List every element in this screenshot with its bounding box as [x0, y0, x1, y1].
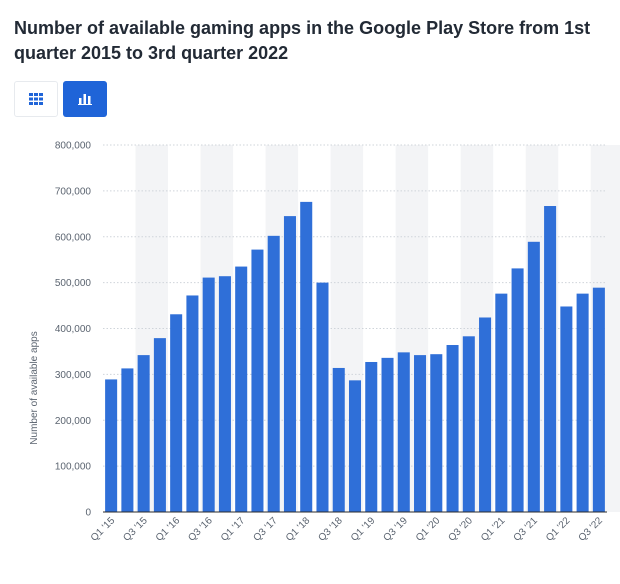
- bar[interactable]: [544, 206, 557, 513]
- chart-area: 0 100,000 200,000 300,000 400,000 500,000 600,…: [0, 130, 620, 579]
- bars: [105, 201, 605, 513]
- grid-icon: [29, 93, 43, 105]
- bar[interactable]: [462, 336, 475, 512]
- y-tick-label: 800,000: [55, 141, 92, 152]
- bar[interactable]: [495, 293, 508, 512]
- x-tick-label: Q1 '18: [284, 515, 313, 544]
- bar[interactable]: [511, 268, 524, 512]
- x-tick-label: Q3 '18: [316, 515, 345, 544]
- bar[interactable]: [446, 345, 459, 512]
- bar[interactable]: [348, 380, 362, 512]
- y-tick-label: 700,000: [55, 186, 92, 197]
- page-title: Number of available gaming apps in the G…: [14, 18, 591, 63]
- bar[interactable]: [251, 249, 264, 512]
- x-tick-label: Q1 '21: [479, 515, 508, 544]
- bar[interactable]: [316, 282, 329, 512]
- bar[interactable]: [218, 276, 231, 512]
- x-tick-label: Q1 '22: [544, 515, 573, 544]
- bar[interactable]: [414, 355, 427, 512]
- table-view-button[interactable]: [14, 81, 58, 117]
- bar[interactable]: [381, 357, 394, 512]
- bar[interactable]: [365, 361, 378, 512]
- y-tick-label: 400,000: [55, 324, 92, 335]
- bar-chart-icon: [78, 94, 92, 105]
- x-tick-label: Q3 '22: [577, 515, 606, 544]
- bar[interactable]: [527, 241, 540, 512]
- bar[interactable]: [332, 367, 345, 512]
- x-tick-label: Q3 '16: [186, 515, 215, 544]
- bar-chart: 0 100,000 200,000 300,000 400,000 500,000 600,…: [29, 141, 620, 544]
- bar[interactable]: [186, 295, 199, 512]
- x-axis: Q1 '15 Q3 '15 Q1 '16 Q3 '16 Q1 '17 Q3 '17 Q1 '…: [89, 511, 607, 544]
- bar[interactable]: [560, 306, 573, 512]
- x-tick-label: Q1 '17: [219, 515, 248, 544]
- bar[interactable]: [202, 277, 215, 512]
- bar[interactable]: [105, 379, 118, 512]
- bar[interactable]: [300, 201, 313, 512]
- x-tick-label: Q3 '15: [121, 515, 150, 544]
- bar[interactable]: [430, 354, 443, 512]
- bar[interactable]: [592, 287, 605, 512]
- y-axis-label: Number of available apps: [29, 331, 40, 444]
- x-tick-label: Q1 '20: [414, 515, 443, 544]
- y-axis: 0 100,000 200,000 300,000 400,000 500,000 600,…: [55, 141, 92, 519]
- x-tick-label: Q3 '20: [447, 515, 476, 544]
- bar[interactable]: [283, 216, 296, 512]
- bar[interactable]: [153, 338, 166, 512]
- y-tick-label: 300,000: [55, 370, 92, 381]
- bar[interactable]: [576, 293, 589, 512]
- bar[interactable]: [235, 266, 248, 512]
- x-tick-label: Q3 '21: [512, 515, 541, 544]
- x-tick-label: Q1 '15: [89, 515, 118, 544]
- x-tick-label: Q1 '19: [349, 515, 378, 544]
- y-tick-label: 200,000: [55, 416, 92, 427]
- bar[interactable]: [121, 368, 134, 512]
- x-tick-label: Q1 '16: [154, 515, 183, 544]
- y-tick-label: 500,000: [55, 278, 92, 289]
- y-tick-label: 100,000: [55, 462, 92, 473]
- x-tick-label: Q3 '17: [251, 515, 280, 544]
- bar[interactable]: [137, 355, 150, 512]
- bar[interactable]: [397, 352, 410, 512]
- bar[interactable]: [170, 314, 183, 512]
- chart-view-button[interactable]: [63, 81, 107, 117]
- y-tick-label: 600,000: [55, 232, 92, 243]
- x-tick-label: Q3 '19: [382, 515, 411, 544]
- bar[interactable]: [479, 317, 492, 512]
- y-tick-label: 0: [85, 508, 91, 519]
- bar[interactable]: [267, 235, 280, 512]
